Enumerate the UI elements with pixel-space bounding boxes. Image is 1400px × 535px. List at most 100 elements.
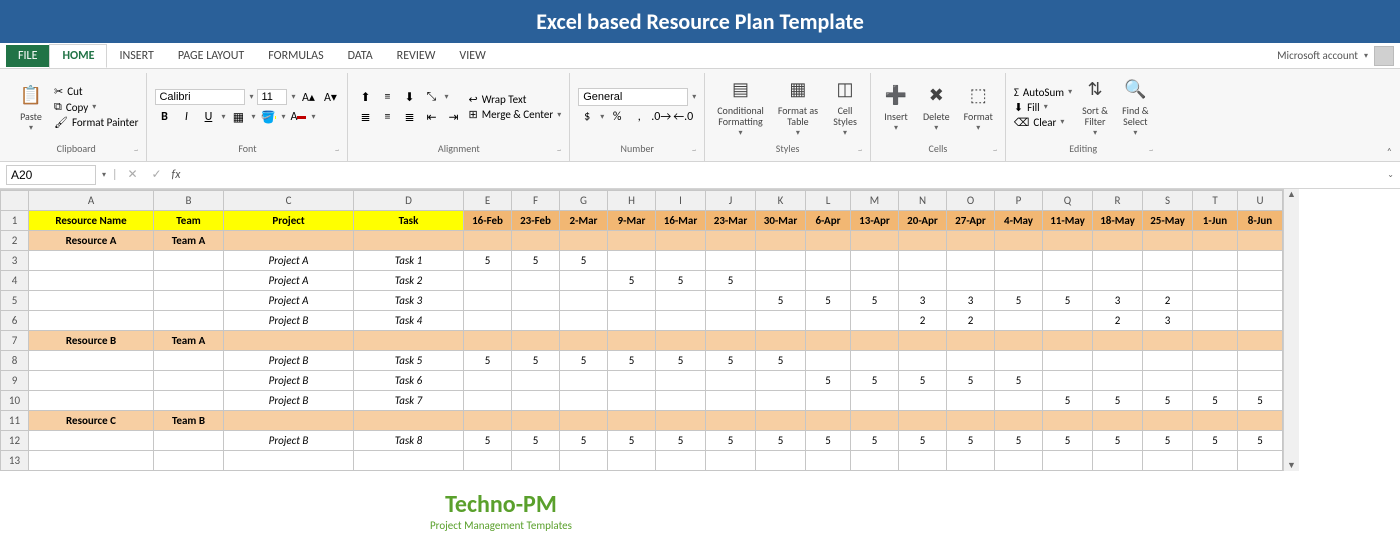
cell[interactable] bbox=[947, 410, 995, 430]
header-cell[interactable]: Team bbox=[154, 210, 224, 230]
row-header[interactable]: 6 bbox=[1, 310, 29, 330]
cell[interactable]: 5 bbox=[560, 250, 608, 270]
cell[interactable] bbox=[995, 350, 1043, 370]
cell[interactable] bbox=[756, 450, 806, 470]
cell[interactable]: 5 bbox=[806, 290, 851, 310]
currency-icon[interactable]: $ bbox=[578, 108, 596, 126]
cell[interactable] bbox=[995, 450, 1043, 470]
cell[interactable]: 3 bbox=[899, 290, 947, 310]
inc-decimal-icon[interactable]: .0→ bbox=[652, 108, 670, 126]
cell[interactable] bbox=[29, 390, 154, 410]
cut-button[interactable]: ✂Cut bbox=[54, 85, 138, 98]
cell[interactable] bbox=[656, 370, 706, 390]
header-cell[interactable]: 13-Apr bbox=[851, 210, 899, 230]
cell[interactable] bbox=[354, 330, 464, 350]
enter-formula-icon[interactable]: ✓ bbox=[148, 166, 166, 184]
row-header[interactable]: 2 bbox=[1, 230, 29, 250]
cell[interactable] bbox=[851, 410, 899, 430]
cell[interactable]: 5 bbox=[947, 370, 995, 390]
cell[interactable]: Resource B bbox=[29, 330, 154, 350]
cell[interactable] bbox=[1043, 230, 1093, 250]
align-right-icon[interactable]: ≣ bbox=[400, 108, 418, 126]
cell[interactable] bbox=[512, 410, 560, 430]
cell[interactable] bbox=[29, 430, 154, 450]
row-header[interactable]: 12 bbox=[1, 430, 29, 450]
cell[interactable] bbox=[806, 450, 851, 470]
cell[interactable] bbox=[154, 450, 224, 470]
cell[interactable]: Project A bbox=[224, 250, 354, 270]
cell[interactable] bbox=[224, 330, 354, 350]
cell[interactable] bbox=[560, 370, 608, 390]
increase-font-icon[interactable]: A▴ bbox=[299, 88, 317, 106]
cell[interactable] bbox=[1143, 450, 1193, 470]
cell[interactable] bbox=[995, 250, 1043, 270]
formula-input[interactable] bbox=[186, 166, 1381, 184]
cell[interactable] bbox=[154, 390, 224, 410]
cell[interactable] bbox=[608, 450, 656, 470]
cell[interactable] bbox=[560, 330, 608, 350]
wrap-text-button[interactable]: ↩Wrap Text bbox=[468, 93, 561, 106]
cell[interactable] bbox=[1093, 330, 1143, 350]
header-cell[interactable]: 23-Mar bbox=[706, 210, 756, 230]
cell[interactable]: 5 bbox=[995, 290, 1043, 310]
row-header[interactable]: 9 bbox=[1, 370, 29, 390]
cell[interactable] bbox=[756, 370, 806, 390]
cell[interactable] bbox=[1193, 370, 1238, 390]
cell[interactable]: 5 bbox=[1093, 390, 1143, 410]
cell[interactable] bbox=[1043, 350, 1093, 370]
cell[interactable]: 5 bbox=[512, 250, 560, 270]
cell[interactable] bbox=[1193, 230, 1238, 250]
header-cell[interactable]: 30-Mar bbox=[756, 210, 806, 230]
cell[interactable] bbox=[706, 330, 756, 350]
format-painter-button[interactable]: 🖌Format Painter bbox=[54, 116, 138, 129]
cell[interactable] bbox=[1193, 410, 1238, 430]
align-center-icon[interactable]: ≡ bbox=[378, 108, 396, 126]
cell[interactable] bbox=[706, 250, 756, 270]
cell[interactable]: 5 bbox=[1238, 430, 1283, 450]
cell[interactable] bbox=[899, 350, 947, 370]
cell[interactable] bbox=[656, 330, 706, 350]
cell[interactable] bbox=[354, 410, 464, 430]
header-cell[interactable]: 6-Apr bbox=[806, 210, 851, 230]
sort-filter-button[interactable]: ⇅Sort & Filter▾ bbox=[1078, 75, 1112, 140]
account-area[interactable]: Microsoft account ▾ bbox=[1277, 46, 1394, 66]
cell[interactable] bbox=[1143, 370, 1193, 390]
paste-button[interactable]: 📋 Paste ▾ bbox=[14, 81, 48, 135]
cell[interactable] bbox=[706, 370, 756, 390]
cell[interactable] bbox=[560, 390, 608, 410]
cell[interactable]: 5 bbox=[899, 370, 947, 390]
border-button[interactable]: ▦ bbox=[229, 108, 247, 126]
header-cell[interactable]: 4-May bbox=[995, 210, 1043, 230]
cell[interactable] bbox=[1193, 330, 1238, 350]
cell[interactable] bbox=[947, 450, 995, 470]
cell[interactable]: 2 bbox=[1093, 310, 1143, 330]
cell[interactable] bbox=[1193, 350, 1238, 370]
cell[interactable] bbox=[656, 390, 706, 410]
column-header[interactable]: O bbox=[947, 190, 995, 210]
cell[interactable] bbox=[851, 270, 899, 290]
cell[interactable] bbox=[512, 450, 560, 470]
column-header[interactable]: H bbox=[608, 190, 656, 210]
cell[interactable] bbox=[756, 250, 806, 270]
tab-home[interactable]: HOME bbox=[49, 44, 107, 68]
column-header[interactable]: I bbox=[656, 190, 706, 210]
cell[interactable] bbox=[806, 310, 851, 330]
orientation-icon[interactable]: ⤡ bbox=[422, 88, 440, 106]
cell[interactable] bbox=[154, 430, 224, 450]
cell[interactable] bbox=[512, 270, 560, 290]
cell[interactable]: 5 bbox=[706, 430, 756, 450]
cell[interactable]: 3 bbox=[947, 290, 995, 310]
tab-file[interactable]: FILE bbox=[6, 45, 49, 67]
cancel-formula-icon[interactable]: ✕ bbox=[124, 166, 142, 184]
cell[interactable] bbox=[154, 310, 224, 330]
cell[interactable] bbox=[1143, 350, 1193, 370]
row-header[interactable]: 7 bbox=[1, 330, 29, 350]
cell[interactable]: 5 bbox=[1143, 430, 1193, 450]
cell[interactable] bbox=[29, 350, 154, 370]
cell[interactable] bbox=[851, 250, 899, 270]
cell[interactable]: Project B bbox=[224, 390, 354, 410]
cell[interactable] bbox=[706, 290, 756, 310]
cell[interactable] bbox=[656, 290, 706, 310]
cell[interactable]: Task 3 bbox=[354, 290, 464, 310]
cell[interactable] bbox=[512, 370, 560, 390]
